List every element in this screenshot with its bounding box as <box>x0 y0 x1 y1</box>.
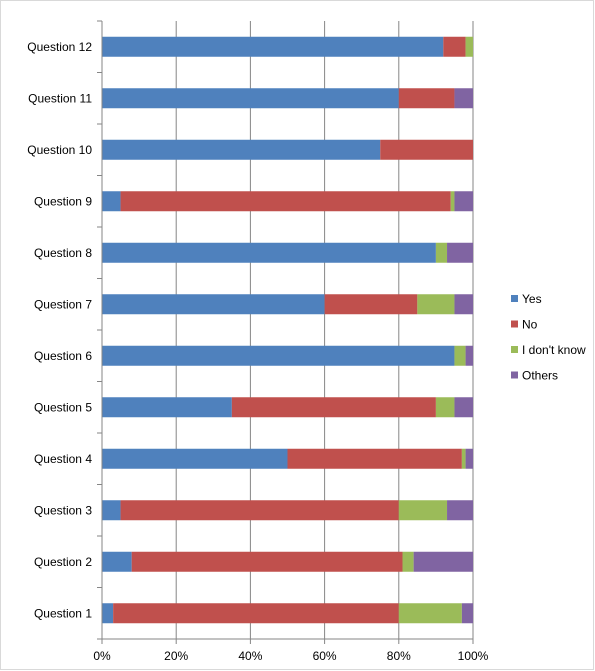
bar-i-don-t-know-question-4 <box>462 449 466 469</box>
x-tick-label: 80% <box>387 649 411 663</box>
legend-swatch-no <box>511 321 518 328</box>
x-tick-label: 40% <box>238 649 262 663</box>
bar-yes-question-8 <box>102 243 436 263</box>
legend-swatch-others <box>511 372 518 379</box>
bar-i-don-t-know-question-8 <box>436 243 447 263</box>
legend-swatch-i-don-t-know <box>511 346 518 353</box>
bar-others-question-3 <box>447 500 473 520</box>
legend-label-yes: Yes <box>522 292 542 306</box>
bar-yes-question-10 <box>102 140 380 160</box>
bar-no-question-12 <box>443 37 465 57</box>
bar-i-don-t-know-question-5 <box>436 397 455 417</box>
bar-i-don-t-know-question-12 <box>466 37 473 57</box>
bar-others-question-11 <box>454 88 473 108</box>
bar-others-question-4 <box>466 449 473 469</box>
bar-i-don-t-know-question-9 <box>451 191 455 211</box>
bar-no-question-4 <box>288 449 462 469</box>
bar-yes-question-4 <box>102 449 288 469</box>
y-tick-label: Question 3 <box>34 503 92 517</box>
x-tick-label: 60% <box>313 649 337 663</box>
bar-yes-question-11 <box>102 88 399 108</box>
bar-yes-question-7 <box>102 294 325 314</box>
y-tick-label: Question 2 <box>34 555 92 569</box>
bar-i-don-t-know-question-2 <box>403 552 414 572</box>
y-tick-label: Question 11 <box>28 91 92 105</box>
y-tick-label: Question 4 <box>34 452 92 466</box>
x-tick-label: 0% <box>93 649 111 663</box>
bar-no-question-2 <box>132 552 403 572</box>
bar-yes-question-6 <box>102 346 454 366</box>
bar-yes-question-12 <box>102 37 443 57</box>
bar-yes-question-9 <box>102 191 121 211</box>
legend: Yes No I don't know Others <box>511 292 586 383</box>
legend-label-i-don-t-know: I don't know <box>522 343 586 357</box>
x-tick-label: 100% <box>458 649 489 663</box>
gridlines <box>176 21 473 639</box>
bar-yes-question-3 <box>102 500 121 520</box>
bar-no-question-11 <box>399 88 455 108</box>
axes <box>97 21 473 644</box>
y-tick-label: Question 5 <box>34 400 92 414</box>
y-tick-label: Question 10 <box>27 143 92 157</box>
bar-others-question-8 <box>447 243 473 263</box>
bar-others-question-7 <box>454 294 473 314</box>
bar-i-don-t-know-question-3 <box>399 500 447 520</box>
y-tick-label: Question 1 <box>34 606 92 620</box>
bar-no-question-1 <box>113 603 399 623</box>
bar-others-question-6 <box>466 346 473 366</box>
bar-no-question-3 <box>121 500 399 520</box>
x-tick-label: 20% <box>164 649 188 663</box>
x-axis-labels: 0% 20% 40% 60% 80% 100% <box>93 649 488 663</box>
bar-i-don-t-know-question-6 <box>454 346 465 366</box>
bar-yes-question-2 <box>102 552 132 572</box>
legend-label-no: No <box>522 318 538 332</box>
y-tick-label: Question 7 <box>34 297 92 311</box>
bar-others-question-2 <box>414 552 473 572</box>
bar-i-don-t-know-question-1 <box>399 603 462 623</box>
bar-others-question-5 <box>454 397 473 417</box>
bar-others-question-9 <box>454 191 473 211</box>
y-tick-label: Question 12 <box>27 40 92 54</box>
legend-swatch-yes <box>511 295 518 302</box>
bar-i-don-t-know-question-7 <box>417 294 454 314</box>
bar-no-question-7 <box>325 294 418 314</box>
bar-others-question-1 <box>462 603 473 623</box>
bar-no-question-9 <box>121 191 451 211</box>
y-axis-labels: Question 1 Question 2 Question 3 Question 4… <box>27 40 92 621</box>
bar-yes-question-1 <box>102 603 113 623</box>
y-tick-label: Question 9 <box>34 194 92 208</box>
y-tick-label: Question 8 <box>34 246 92 260</box>
y-tick-label: Question 6 <box>34 349 92 363</box>
bar-no-question-5 <box>232 397 436 417</box>
bar-no-question-10 <box>380 140 473 160</box>
bars <box>102 37 473 624</box>
legend-label-others: Others <box>522 369 558 383</box>
bar-yes-question-5 <box>102 397 232 417</box>
